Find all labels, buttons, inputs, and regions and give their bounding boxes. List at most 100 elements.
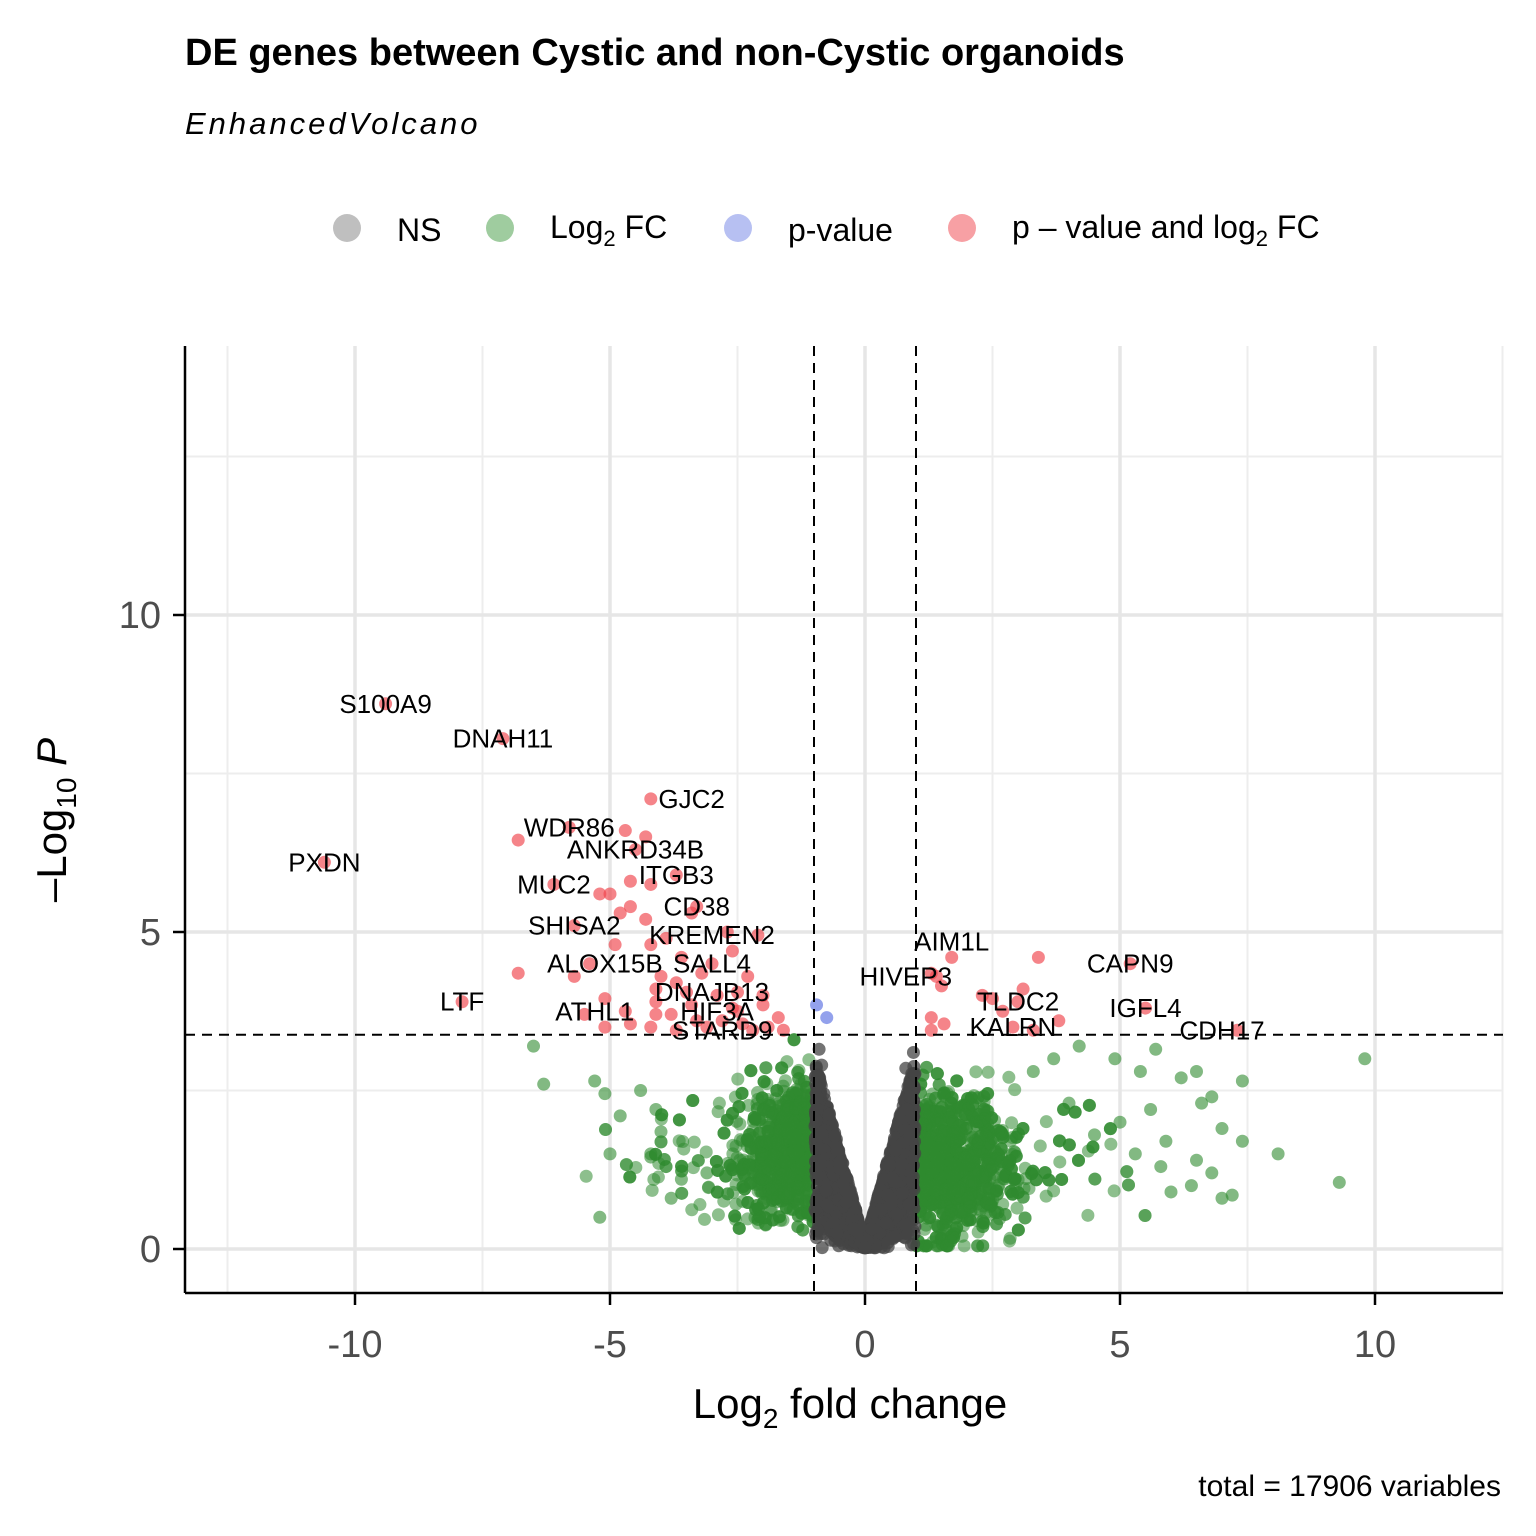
log2fc-point <box>1159 1134 1173 1148</box>
ns-point <box>831 1144 845 1158</box>
log2fc-point <box>1271 1147 1285 1161</box>
significant-point <box>623 900 637 914</box>
legend: NS Log2 FC p-value p – value and log2 FC <box>333 209 1320 251</box>
log2fc-point <box>1039 1115 1053 1129</box>
ns-point <box>815 1058 829 1072</box>
significant-point <box>618 1004 632 1018</box>
log2fc-point <box>945 1229 959 1243</box>
x-tick-label: -5 <box>593 1324 627 1366</box>
log2fc-point <box>758 1135 772 1149</box>
log2fc-point <box>790 1131 804 1145</box>
log2fc-point <box>1205 1090 1219 1104</box>
log2fc-point <box>1003 1231 1017 1245</box>
log2fc-point <box>719 1169 733 1183</box>
log2fc-point <box>1018 1211 1032 1225</box>
log2fc-point <box>767 1148 781 1162</box>
gene-label: TLDC2 <box>977 987 1059 1017</box>
log2fc-point <box>672 1113 686 1127</box>
ns-point <box>810 1091 824 1105</box>
log2fc-point <box>982 1182 996 1196</box>
legend-log2fc-label: Log2 FC <box>550 209 667 251</box>
log2fc-point <box>918 1184 932 1198</box>
log2fc-point <box>699 1145 713 1159</box>
significant-point <box>603 887 617 901</box>
significant-point <box>455 995 469 1009</box>
log2fc-point <box>940 1239 954 1253</box>
log2fc-point <box>593 1210 607 1224</box>
log2fc-point <box>923 1139 937 1153</box>
log2fc-point <box>654 1135 668 1149</box>
gene-label: S100A9 <box>339 689 432 719</box>
log2fc-point <box>1164 1185 1178 1199</box>
x-tick-label: 10 <box>1354 1324 1396 1366</box>
log2fc-point <box>931 1159 945 1173</box>
ns-point <box>815 1241 829 1255</box>
log2fc-point <box>1128 1147 1142 1161</box>
log2fc-point <box>958 1151 972 1165</box>
significant-point <box>1031 950 1045 964</box>
log2fc-point <box>1144 1103 1158 1117</box>
gene-label: ITGB3 <box>639 860 714 890</box>
log2fc-point <box>1008 1172 1022 1186</box>
log2fc-point <box>1113 1115 1127 1129</box>
log2fc-point <box>923 1211 937 1225</box>
significant-point <box>598 1020 612 1034</box>
log2fc-point <box>926 1198 940 1212</box>
significant-point <box>1139 1001 1152 1015</box>
ns-point <box>902 1198 916 1212</box>
log2fc-point <box>644 1147 658 1161</box>
log2fc-point <box>966 1175 980 1189</box>
log2fc-point <box>687 1135 701 1149</box>
significant-point <box>644 938 658 952</box>
log2fc-point <box>1190 1064 1203 1078</box>
log2fc-point <box>1081 1208 1095 1222</box>
log2fc-point <box>917 1174 931 1188</box>
log2fc-point <box>623 1170 637 1184</box>
log2fc-point <box>537 1077 551 1091</box>
log2fc-point <box>698 1212 712 1226</box>
log2fc-point <box>953 1118 967 1132</box>
log2fc-point <box>930 1067 944 1081</box>
log2fc-point <box>603 1147 617 1161</box>
ns-point <box>810 1102 824 1116</box>
significant-point <box>1016 982 1030 996</box>
gene-label: HIVEP3 <box>860 961 953 991</box>
log2fc-point <box>598 1087 612 1101</box>
log2fc-point <box>929 1230 943 1244</box>
ns-point <box>885 1171 899 1185</box>
log2fc-point <box>1122 1178 1136 1192</box>
ns-point <box>819 1183 833 1197</box>
log2fc-point <box>782 1171 796 1185</box>
caption: total = 17906 variables <box>1198 1470 1501 1503</box>
log2fc-point <box>981 1065 995 1079</box>
significant-point <box>664 1007 678 1021</box>
log2fc-point <box>1138 1208 1152 1222</box>
gene-label: IGFL4 <box>1109 993 1181 1023</box>
significant-point <box>690 1014 704 1028</box>
log2fc-point <box>731 1072 745 1086</box>
log2fc-point <box>1026 1064 1040 1078</box>
log2fc-point <box>786 1086 800 1100</box>
significant-point <box>649 982 663 996</box>
log2fc-point <box>721 1187 735 1201</box>
legend-pvalue-swatch <box>724 214 752 242</box>
log2fc-point <box>1120 1165 1134 1179</box>
legend-ns-text: NS <box>397 212 441 248</box>
chart-title: DE genes between Cystic and non-Cystic o… <box>185 32 1125 74</box>
significant-point <box>700 1020 714 1034</box>
ns-point <box>895 1157 909 1171</box>
log2fc-point <box>992 1148 1006 1162</box>
log2fc-point <box>1108 1052 1122 1066</box>
ns-point <box>897 1135 911 1149</box>
significant-point <box>639 912 653 926</box>
log2fc-point <box>579 1169 593 1183</box>
ns-point <box>847 1222 861 1236</box>
log2fc-point <box>1072 1039 1086 1053</box>
log2fc-point <box>732 1100 746 1114</box>
log2fc-point <box>1104 1137 1118 1151</box>
significant-point <box>578 1007 591 1021</box>
log2fc-point <box>1016 1122 1030 1136</box>
significant-point <box>317 855 331 869</box>
log2fc-point <box>1038 1166 1052 1180</box>
